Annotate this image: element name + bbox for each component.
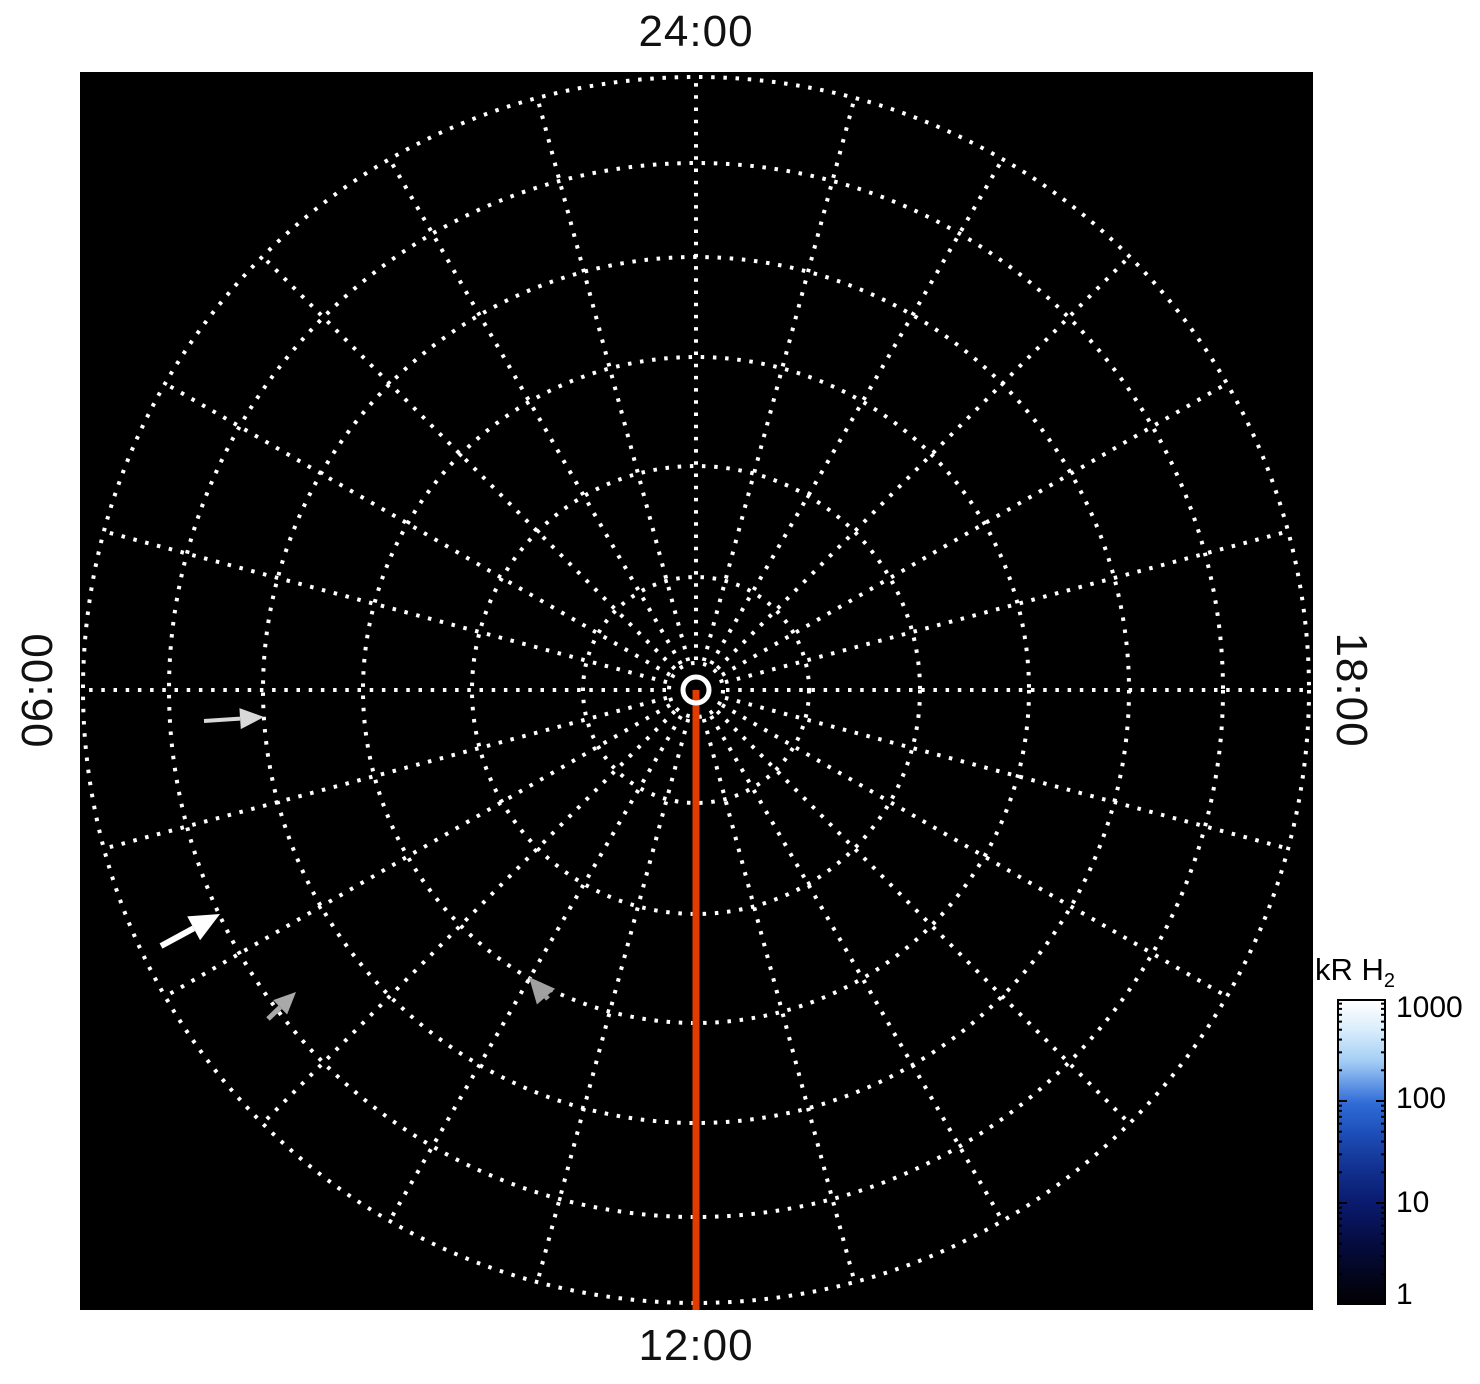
grid-spoke xyxy=(535,97,691,662)
colorbar-title-subscript: 2 xyxy=(1383,970,1396,992)
arrow-gray-small-head xyxy=(273,992,296,1015)
grid-spoke xyxy=(720,703,1228,999)
grid-spoke xyxy=(164,381,672,677)
colorbar-tick-1000: 1000 xyxy=(1396,991,1463,1024)
colorbar-title-text: kR H xyxy=(1315,952,1384,987)
colorbar-gradient xyxy=(1337,999,1386,1305)
colorbar-tick-1: 1 xyxy=(1396,1278,1413,1311)
axis-label-2400: 24:00 xyxy=(638,7,754,56)
grid-spoke xyxy=(715,709,1131,1125)
arrow-light-gray-east-shaft xyxy=(203,716,241,723)
arrow-gray-upleft-head xyxy=(529,977,556,1005)
grid-spoke xyxy=(387,714,683,1222)
grid-spoke xyxy=(261,255,677,671)
grid-ring xyxy=(81,75,1311,1305)
axis-label-0600: 06:00 xyxy=(13,632,62,748)
arrow-white-large-shaft xyxy=(159,925,196,949)
arrow-gray-upleft-shaft xyxy=(544,995,550,1001)
colorbar-tick-10: 10 xyxy=(1396,1186,1430,1219)
colorbar-title: kR H2 xyxy=(1315,952,1395,993)
colorbar-tick-100: 100 xyxy=(1396,1082,1447,1115)
grid-ring xyxy=(667,661,725,719)
grid-spoke xyxy=(724,695,1289,851)
grid-ring xyxy=(581,575,811,805)
grid-spoke xyxy=(535,718,691,1283)
grid-spoke xyxy=(701,97,857,662)
grid-ring xyxy=(470,464,922,916)
arrow-gray-small-shaft xyxy=(266,1005,282,1021)
grid-spoke xyxy=(720,381,1228,677)
arrow-light-gray-east-head xyxy=(239,708,264,730)
polar-grid-svg xyxy=(81,75,1311,1310)
axis-label-1200: 12:00 xyxy=(638,1321,754,1370)
colorbar-ticks xyxy=(1337,999,1386,1305)
grid-spoke xyxy=(387,158,683,666)
grid-spoke xyxy=(715,255,1131,671)
grid-spoke xyxy=(103,695,668,851)
axis-label-1800: 18:00 xyxy=(1327,632,1376,748)
center-ring xyxy=(680,674,712,706)
grid-spoke xyxy=(103,529,668,685)
grid-spoke xyxy=(701,718,857,1283)
grid-spoke xyxy=(709,714,1005,1222)
arrow-white-large-head xyxy=(187,914,220,941)
polar-plot-area xyxy=(80,72,1313,1310)
grid-ring xyxy=(167,161,1225,1219)
grid-spoke xyxy=(724,529,1289,685)
grid-ring xyxy=(361,355,1031,1025)
grid-spoke xyxy=(261,709,677,1125)
